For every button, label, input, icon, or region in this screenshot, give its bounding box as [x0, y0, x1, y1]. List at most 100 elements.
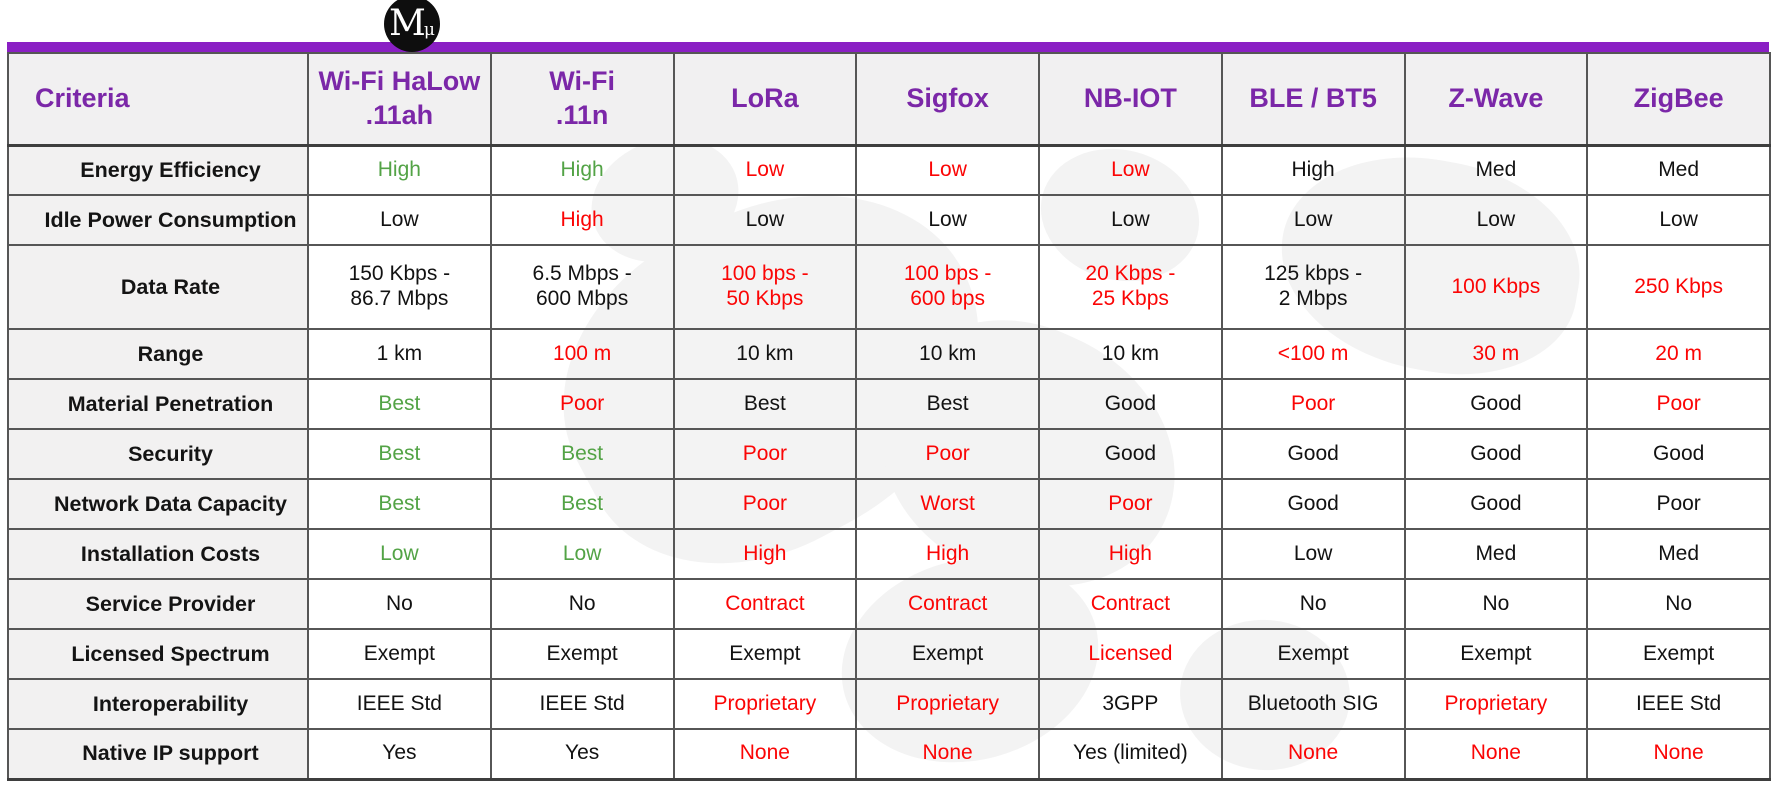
header-row: Criteria Wi-Fi HaLow .11ah Wi-Fi .11n LoRa S…: [7, 52, 1771, 147]
table-row: Material Penetration Best Poor Best Best Good…: [7, 378, 1771, 430]
table-head: Criteria Wi-Fi HaLow .11ah Wi-Fi .11n LoRa S…: [7, 52, 1771, 147]
table-cell: Med: [1403, 528, 1589, 580]
table-cell: Poor: [1586, 378, 1771, 430]
criteria-label: Energy Efficiency: [7, 144, 309, 196]
criteria-label: Security: [7, 428, 309, 480]
table-cell: None: [1586, 728, 1771, 781]
table-cell: Low: [307, 528, 492, 580]
table-cell: Good: [1403, 378, 1589, 430]
accent-bar: [7, 42, 1769, 52]
table-cell: None: [1403, 728, 1589, 781]
table-cell: Contract: [672, 578, 858, 630]
table-cell: High: [489, 144, 675, 196]
table-cell: Exempt: [855, 628, 1040, 680]
table-cell: Good: [1403, 428, 1589, 480]
table-cell: Med: [1586, 528, 1771, 580]
table-row: Energy Efficiency High High Low Low Low High Me…: [7, 144, 1771, 196]
table-cell: Good: [1586, 428, 1771, 480]
table-cell: High: [307, 144, 492, 196]
table-cell: Poor: [1038, 478, 1223, 530]
table-cell: Contract: [1038, 578, 1223, 630]
table-cell: No: [307, 578, 492, 630]
table-cell: Poor: [489, 378, 675, 430]
table-cell: Good: [1038, 378, 1223, 430]
table-cell: Best: [489, 428, 675, 480]
table-cell: 6.5 Mbps - 600 Mbps: [489, 244, 675, 330]
table-row: Network Data Capacity Best Best Poor Worst Po…: [7, 478, 1771, 530]
table-cell: 10 km: [672, 328, 858, 380]
table-cell: Med: [1586, 144, 1771, 196]
criteria-label: Licensed Spectrum: [7, 628, 309, 680]
mu-brand-logo: M μ: [384, 0, 440, 52]
table-cell: Exempt: [307, 628, 492, 680]
table-cell: <100 m: [1220, 328, 1406, 380]
table-cell: Best: [307, 378, 492, 430]
table-cell: High: [1220, 144, 1406, 196]
table-cell: Yes: [489, 728, 675, 781]
table-row: Service Provider No No Contract Contract Cont…: [7, 578, 1771, 630]
table-cell: High: [855, 528, 1040, 580]
table-cell: Poor: [672, 478, 858, 530]
table-cell: 125 kbps - 2 Mbps: [1220, 244, 1406, 330]
table-cell: Poor: [1586, 478, 1771, 530]
table-cell: Contract: [855, 578, 1040, 630]
criteria-label: Native IP support: [7, 728, 309, 781]
table-cell: 20 m: [1586, 328, 1771, 380]
table-cell: No: [1220, 578, 1406, 630]
table-cell: Exempt: [1220, 628, 1406, 680]
table-cell: No: [1403, 578, 1589, 630]
table-row: Installation Costs Low Low High High High Low M…: [7, 528, 1771, 580]
criteria-label: Network Data Capacity: [7, 478, 309, 530]
table-cell: Low: [1586, 194, 1771, 246]
table-row: Licensed Spectrum Exempt Exempt Exempt Exemp…: [7, 628, 1771, 680]
table-cell: High: [1038, 528, 1223, 580]
tech-column-header: Z-Wave: [1403, 52, 1589, 147]
table-cell: Low: [672, 194, 858, 246]
criteria-label: Idle Power Consumption: [7, 194, 309, 246]
table-cell: 250 Kbps: [1586, 244, 1771, 330]
criteria-label: Material Penetration: [7, 378, 309, 430]
tech-column-header: ZigBee: [1586, 52, 1771, 147]
tech-column-header: Sigfox: [855, 52, 1040, 147]
table-cell: IEEE Std: [1586, 678, 1771, 730]
wireless-comparison-table: Criteria Wi-Fi HaLow .11ah Wi-Fi .11n LoRa S…: [7, 52, 1771, 781]
table-body: Energy Efficiency High High Low Low Low High Me…: [7, 144, 1771, 781]
table-cell: Exempt: [672, 628, 858, 680]
table-cell: Low: [489, 528, 675, 580]
criteria-label: Service Provider: [7, 578, 309, 630]
table-cell: Best: [489, 478, 675, 530]
table-row: Native IP support Yes Yes None None Yes (limi…: [7, 728, 1771, 781]
table-cell: 100 bps - 50 Kbps: [672, 244, 858, 330]
table-cell: Best: [307, 478, 492, 530]
table-cell: 3GPP: [1038, 678, 1223, 730]
tech-column-header: Wi-Fi .11n: [489, 52, 675, 147]
table-cell: None: [855, 728, 1040, 781]
table-cell: Best: [672, 378, 858, 430]
table-cell: 10 km: [1038, 328, 1223, 380]
table-cell: Low: [307, 194, 492, 246]
table-cell: No: [1586, 578, 1771, 630]
table-cell: IEEE Std: [307, 678, 492, 730]
table-cell: Licensed: [1038, 628, 1223, 680]
criteria-label: Data Rate: [7, 244, 309, 330]
table-cell: 100 Kbps: [1403, 244, 1589, 330]
table-cell: High: [489, 194, 675, 246]
table-cell: Best: [307, 428, 492, 480]
table-cell: Poor: [672, 428, 858, 480]
tech-column-header: Wi-Fi HaLow .11ah: [307, 52, 492, 147]
logo-subscript: μ: [423, 19, 435, 40]
table-cell: Good: [1403, 478, 1589, 530]
table-cell: 1 km: [307, 328, 492, 380]
table-cell: Good: [1038, 428, 1223, 480]
table-cell: IEEE Std: [489, 678, 675, 730]
table-cell: Low: [1038, 194, 1223, 246]
table-row: Idle Power Consumption Low High Low Low Low Lo…: [7, 194, 1771, 246]
table-cell: Proprietary: [855, 678, 1040, 730]
criteria-header: Criteria: [7, 52, 309, 147]
table-cell: Worst: [855, 478, 1040, 530]
table-cell: None: [1220, 728, 1406, 781]
table-cell: Low: [855, 144, 1040, 196]
table-cell: 30 m: [1403, 328, 1589, 380]
table-cell: Low: [1038, 144, 1223, 196]
